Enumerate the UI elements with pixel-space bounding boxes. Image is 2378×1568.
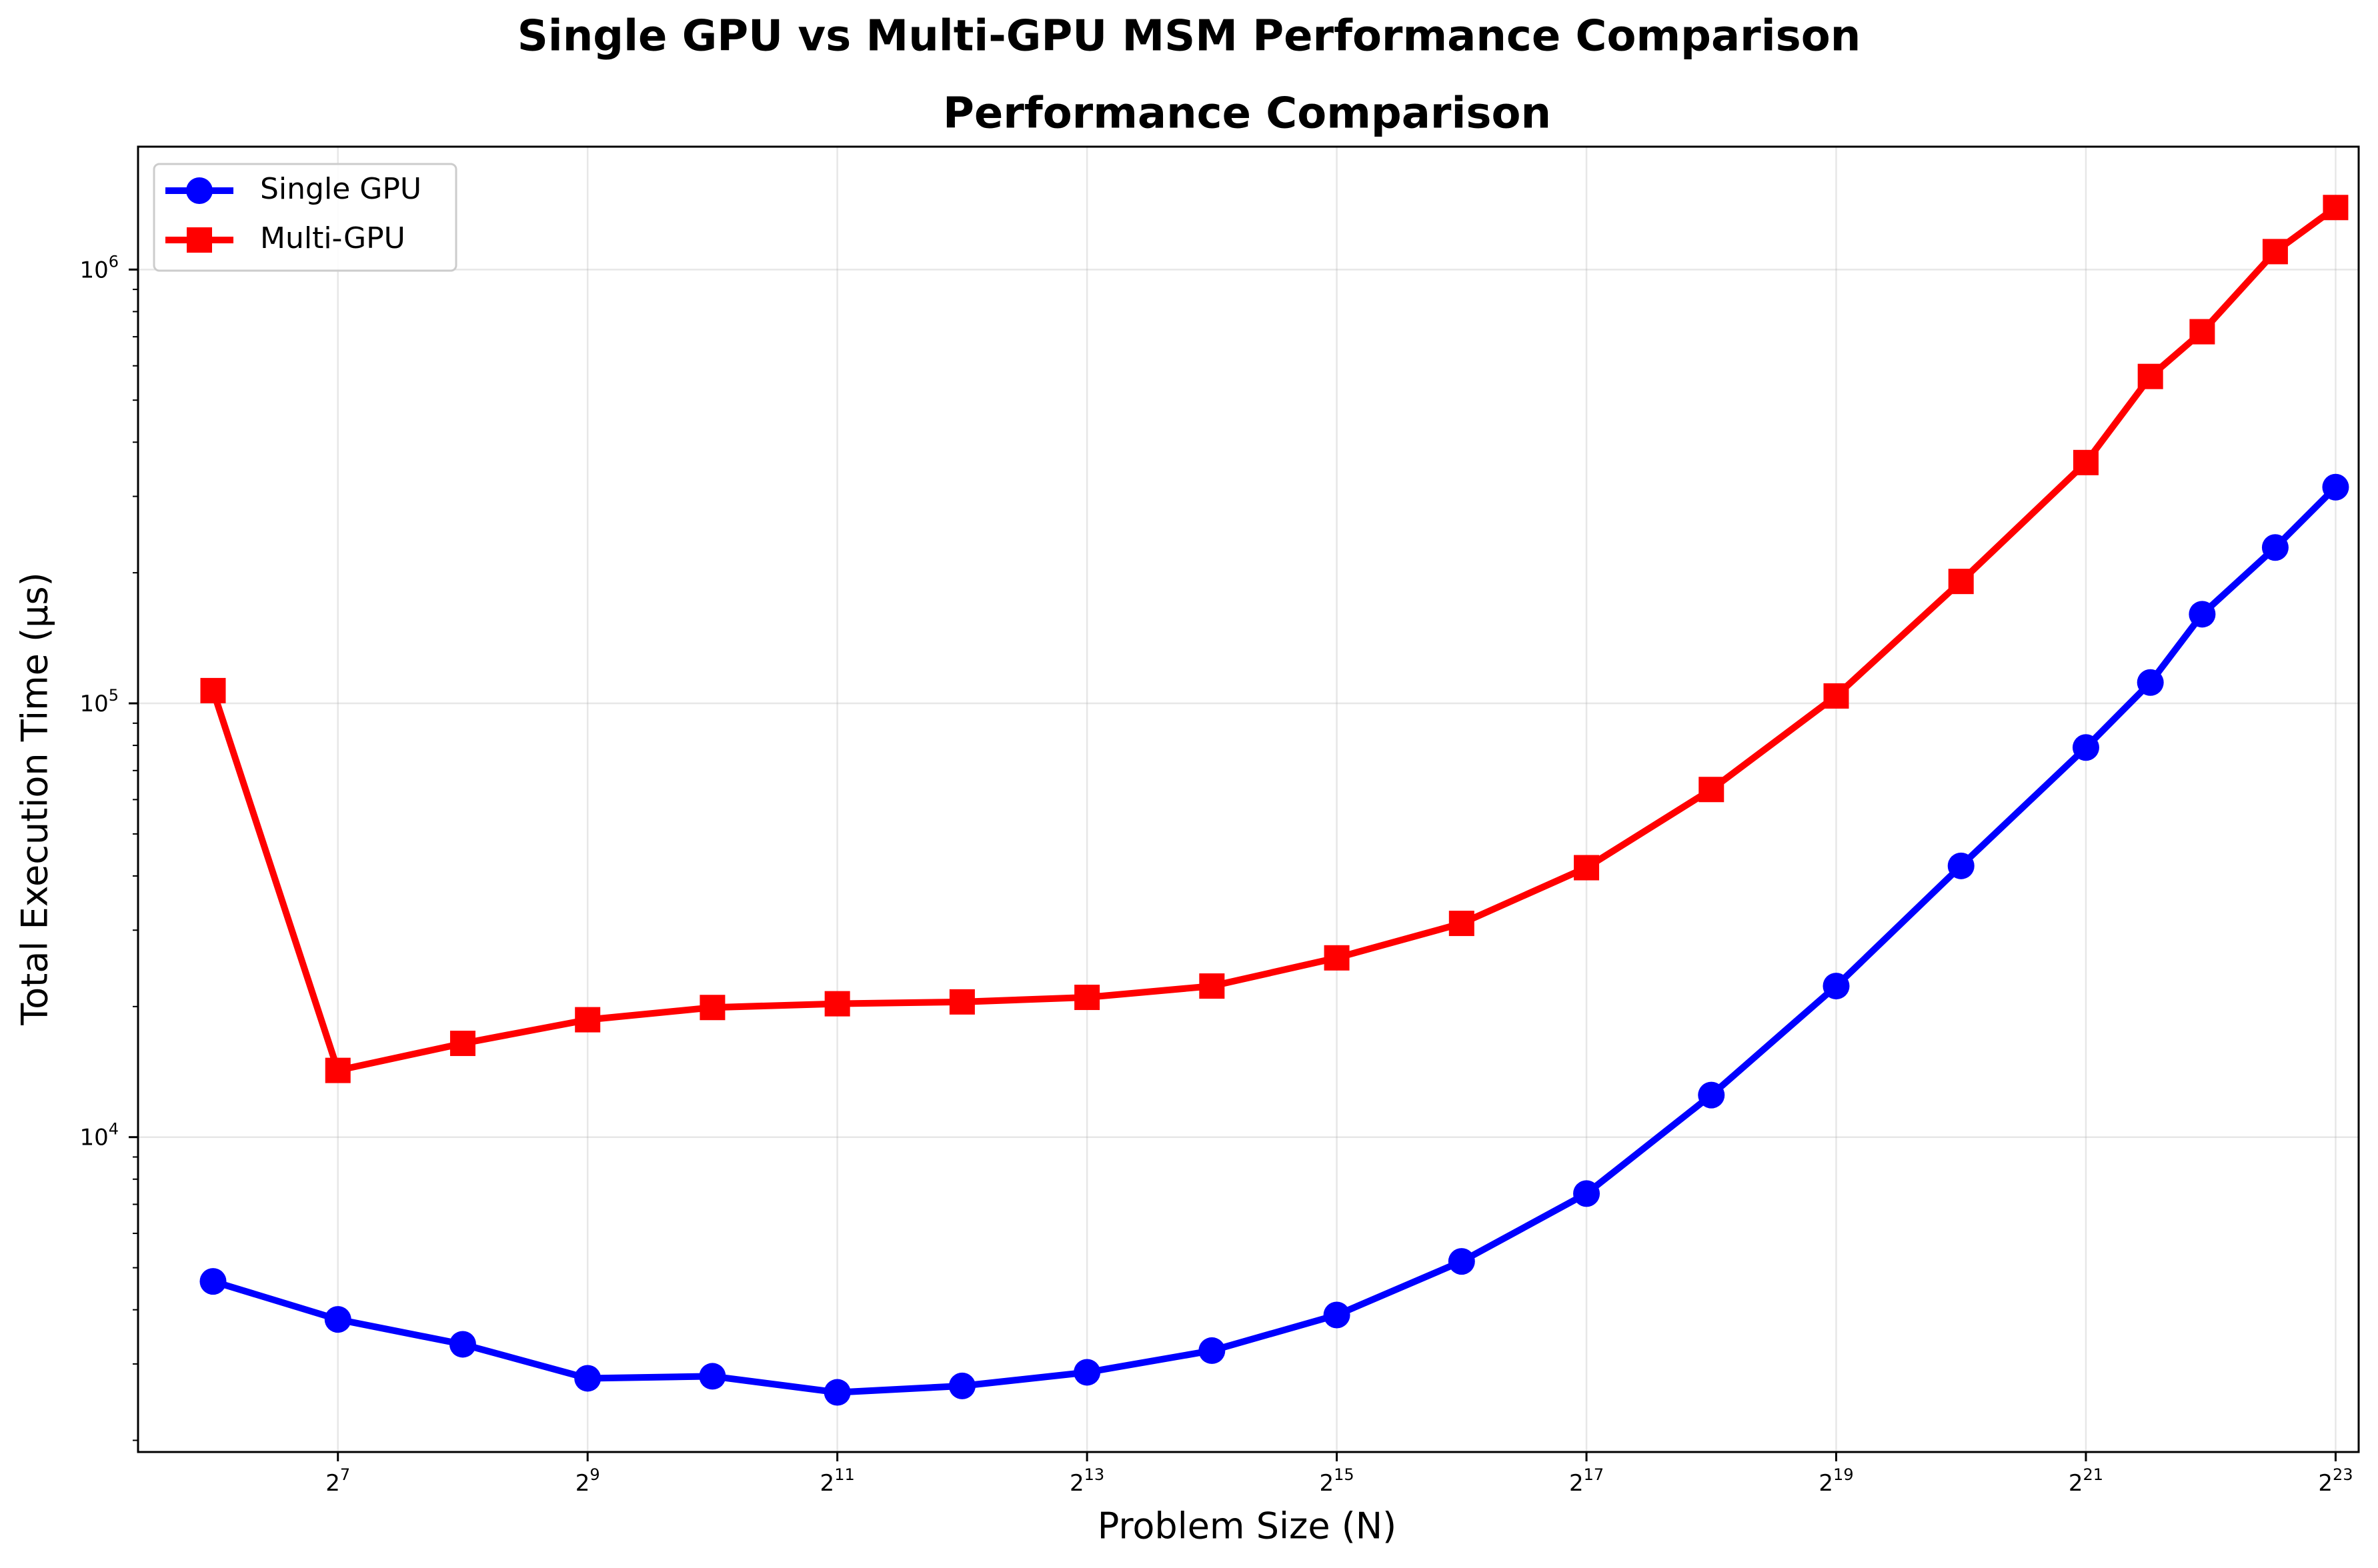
data-point-multi-gpu xyxy=(325,1057,351,1083)
data-point-single-gpu xyxy=(1448,1248,1475,1275)
data-point-multi-gpu xyxy=(1948,569,1974,595)
data-point-single-gpu xyxy=(2261,534,2289,561)
data-point-single-gpu xyxy=(1074,1359,1101,1386)
x-tick-label: 29 xyxy=(575,1465,600,1497)
data-point-multi-gpu xyxy=(1448,911,1474,937)
data-point-single-gpu xyxy=(824,1379,851,1406)
legend-label-multi-gpu: Multi-GPU xyxy=(260,221,405,255)
data-point-single-gpu xyxy=(2137,669,2164,696)
data-point-single-gpu xyxy=(2189,601,2216,628)
plot-frame xyxy=(137,145,2360,1453)
legend-marker-multi-gpu xyxy=(187,227,212,253)
data-point-single-gpu xyxy=(2322,473,2349,501)
data-point-single-gpu xyxy=(324,1306,351,1333)
data-point-multi-gpu xyxy=(449,1031,475,1057)
data-point-single-gpu xyxy=(2072,734,2099,761)
data-point-single-gpu xyxy=(1947,852,1975,879)
x-axis-ticks: 27 29 211 213 215 217 219 221 223 xyxy=(325,1452,2353,1497)
data-point-single-gpu xyxy=(574,1365,602,1392)
y-axis-label: Total Execution Time (μs) xyxy=(14,572,56,1025)
x-tick-label: 219 xyxy=(1819,1465,1853,1497)
data-point-single-gpu xyxy=(699,1363,726,1390)
x-tick-label: 217 xyxy=(1569,1465,1604,1497)
series-line-multi-gpu xyxy=(209,204,2339,1074)
legend: Single GPU Multi-GPU xyxy=(153,163,457,272)
data-point-single-gpu xyxy=(1198,1337,1226,1364)
series-layer xyxy=(199,195,2349,1406)
data-point-multi-gpu xyxy=(1823,683,1849,709)
legend-marker-single-gpu xyxy=(186,177,213,204)
data-point-multi-gpu xyxy=(949,989,975,1015)
data-point-multi-gpu xyxy=(2323,195,2349,221)
figure-suptitle: Single GPU vs Multi-GPU MSM Performance … xyxy=(517,12,1861,61)
data-point-multi-gpu xyxy=(700,995,726,1021)
chart-title: Performance Comparison xyxy=(943,89,1551,139)
x-tick-label: 223 xyxy=(2318,1465,2353,1497)
data-point-multi-gpu xyxy=(200,677,226,703)
data-point-multi-gpu xyxy=(2137,363,2163,389)
data-point-single-gpu xyxy=(948,1372,976,1399)
data-point-single-gpu xyxy=(449,1331,476,1358)
data-point-multi-gpu xyxy=(1574,855,1600,881)
data-point-multi-gpu xyxy=(575,1007,601,1033)
x-tick-label: 211 xyxy=(820,1465,855,1497)
legend-label-single-gpu: Single GPU xyxy=(260,172,421,206)
data-point-multi-gpu xyxy=(824,991,850,1017)
data-point-multi-gpu xyxy=(2262,239,2288,265)
y-tick-label: 104 xyxy=(79,1120,119,1151)
x-tick-label: 221 xyxy=(2069,1465,2103,1497)
x-tick-label: 215 xyxy=(1319,1465,1354,1497)
x-tick-label: 213 xyxy=(1070,1465,1104,1497)
data-point-single-gpu xyxy=(199,1268,227,1295)
data-point-single-gpu xyxy=(1573,1180,1600,1207)
data-point-single-gpu xyxy=(1823,973,1850,1000)
data-point-multi-gpu xyxy=(2189,319,2215,345)
data-point-multi-gpu xyxy=(1074,985,1100,1011)
data-point-multi-gpu xyxy=(1698,777,1724,803)
x-axis-label: Problem Size (N) xyxy=(1098,1505,1396,1547)
series-line-single-gpu xyxy=(209,483,2339,1396)
y-tick-label: 105 xyxy=(79,686,119,717)
data-point-single-gpu xyxy=(1698,1081,1725,1109)
y-tick-label: 106 xyxy=(79,252,119,283)
data-point-single-gpu xyxy=(1323,1301,1350,1329)
data-point-multi-gpu xyxy=(1324,945,1350,971)
y-axis-ticks: 104 105 106 xyxy=(79,252,138,1151)
data-point-multi-gpu xyxy=(2073,449,2099,475)
x-tick-label: 27 xyxy=(325,1465,350,1497)
data-point-multi-gpu xyxy=(1199,973,1225,999)
gridlines xyxy=(138,147,2359,1452)
